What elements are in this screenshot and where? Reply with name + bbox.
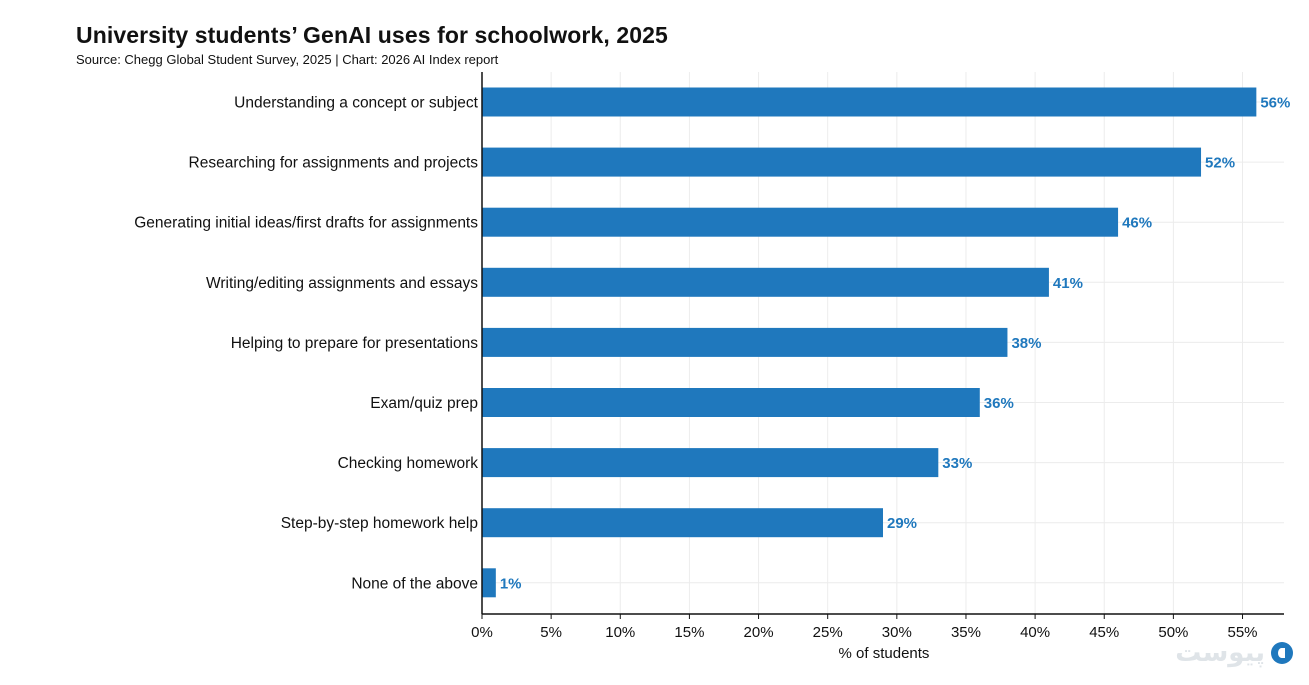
bar-value-label: 46% [1122, 215, 1152, 232]
bar [482, 267, 1049, 297]
watermark: پیوست [1175, 638, 1293, 668]
category-label: Understanding a concept or subject [234, 95, 479, 112]
piyast-logo-icon [1271, 642, 1293, 664]
x-tick-label: 20% [744, 624, 774, 641]
x-tick-label: 0% [471, 624, 493, 641]
x-tick-label: 50% [1158, 624, 1188, 641]
x-tick-label: 15% [674, 624, 704, 641]
bar-value-label: 36% [984, 395, 1014, 412]
bar [482, 568, 496, 598]
bar [482, 448, 939, 478]
bar [482, 147, 1202, 177]
bar-value-label: 29% [887, 515, 917, 532]
x-tick-label: 30% [882, 624, 912, 641]
bar-value-label: 56% [1260, 95, 1290, 112]
category-label: Step-by-step homework help [281, 515, 478, 532]
x-tick-label: 35% [951, 624, 981, 641]
x-tick-label: 25% [813, 624, 843, 641]
bars: 56% 52% 46% 41% 38% 36% 33% 29% 1% [482, 87, 1290, 598]
bar [482, 207, 1119, 237]
x-tick-label: 40% [1020, 624, 1050, 641]
bar-value-label: 52% [1205, 155, 1235, 172]
x-tick-label: 45% [1089, 624, 1119, 641]
axes: 0% 5% 10% 15% 20% 25% 30% 35% 40% 45% 50% 55% Unders… [134, 72, 1284, 641]
x-tick-label: 5% [540, 624, 562, 641]
bar-value-label: 38% [1011, 335, 1041, 352]
category-label: None of the above [351, 575, 478, 592]
x-tick-label: 10% [605, 624, 635, 641]
chart-subtitle: Source: Chegg Global Student Survey, 202… [76, 52, 499, 67]
x-tick-label: 55% [1228, 624, 1258, 641]
category-label: Writing/editing assignments and essays [206, 275, 478, 292]
bar-value-label: 33% [942, 455, 972, 472]
bar [482, 508, 883, 538]
bar [482, 327, 1008, 357]
category-label: Helping to prepare for presentations [231, 335, 479, 352]
bar-value-label: 41% [1053, 275, 1083, 292]
category-label: Generating initial ideas/first drafts fo… [134, 215, 478, 232]
bar [482, 388, 980, 417]
x-axis-title: % of students [839, 645, 930, 662]
bar [482, 87, 1257, 117]
category-label: Exam/quiz prep [370, 395, 478, 412]
category-label: Checking homework [338, 455, 479, 472]
category-label: Researching for assignments and projects [189, 155, 479, 172]
bar-value-label: 1% [500, 575, 522, 592]
chart-title: University students’ GenAI uses for scho… [76, 22, 668, 48]
watermark-text: پیوست [1175, 638, 1265, 668]
